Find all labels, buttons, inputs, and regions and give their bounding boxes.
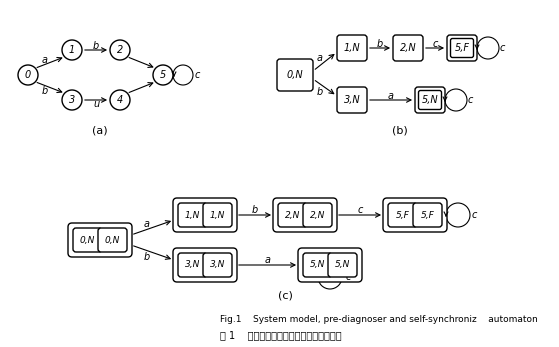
FancyBboxPatch shape	[303, 253, 332, 277]
Text: a: a	[144, 219, 149, 229]
Text: a: a	[42, 54, 48, 65]
Text: 5,F: 5,F	[396, 211, 409, 220]
Text: c: c	[432, 39, 438, 49]
Text: 3,N: 3,N	[185, 261, 200, 270]
Circle shape	[62, 40, 82, 60]
Text: 0,N: 0,N	[80, 236, 95, 245]
Text: c: c	[195, 70, 200, 80]
Text: 5,F: 5,F	[454, 43, 470, 53]
FancyBboxPatch shape	[451, 39, 473, 58]
Text: 5: 5	[160, 70, 166, 80]
Text: 图 1    系统模型、预诊断器和自同步自动机: 图 1 系统模型、预诊断器和自同步自动机	[220, 330, 342, 340]
FancyBboxPatch shape	[73, 228, 102, 252]
FancyBboxPatch shape	[447, 35, 477, 61]
Circle shape	[153, 65, 173, 85]
FancyBboxPatch shape	[337, 35, 367, 61]
Text: b: b	[317, 86, 323, 96]
FancyBboxPatch shape	[178, 203, 207, 227]
FancyBboxPatch shape	[388, 203, 417, 227]
Text: 3,N: 3,N	[344, 95, 361, 105]
Text: 1: 1	[69, 45, 75, 55]
Text: c: c	[500, 43, 505, 53]
FancyBboxPatch shape	[415, 87, 445, 113]
Text: 5,F: 5,F	[420, 211, 434, 220]
FancyBboxPatch shape	[173, 248, 237, 282]
Text: Fig.1    System model, pre-diagnoser and self-synchroniz    automaton: Fig.1 System model, pre-diagnoser and se…	[220, 315, 538, 324]
Text: b: b	[143, 252, 150, 262]
Text: u: u	[93, 99, 99, 109]
Text: 1,N: 1,N	[185, 211, 200, 220]
Text: c: c	[357, 205, 363, 215]
FancyBboxPatch shape	[328, 253, 357, 277]
Text: 1,N: 1,N	[344, 43, 361, 53]
Text: b: b	[377, 39, 383, 49]
Text: 0: 0	[25, 70, 31, 80]
Text: b: b	[93, 41, 99, 51]
Text: (c): (c)	[278, 290, 292, 300]
Text: 0,N: 0,N	[105, 236, 120, 245]
Text: a: a	[317, 52, 323, 62]
FancyBboxPatch shape	[178, 253, 207, 277]
Text: 2,N: 2,N	[310, 211, 325, 220]
FancyBboxPatch shape	[273, 198, 337, 232]
Text: (b): (b)	[392, 125, 408, 135]
FancyBboxPatch shape	[337, 87, 367, 113]
Text: 2,N: 2,N	[285, 211, 300, 220]
Text: c: c	[468, 95, 473, 105]
Text: 5,N: 5,N	[310, 261, 325, 270]
Text: 2: 2	[117, 45, 123, 55]
FancyBboxPatch shape	[173, 198, 237, 232]
FancyBboxPatch shape	[68, 223, 132, 257]
FancyBboxPatch shape	[278, 203, 307, 227]
FancyBboxPatch shape	[98, 228, 127, 252]
Text: 3,N: 3,N	[210, 261, 225, 270]
Text: (a): (a)	[92, 125, 108, 135]
Text: 5,N: 5,N	[421, 95, 438, 105]
Text: 4: 4	[117, 95, 123, 105]
FancyBboxPatch shape	[277, 59, 313, 91]
Text: 5,N: 5,N	[335, 261, 350, 270]
FancyBboxPatch shape	[203, 203, 232, 227]
Text: b: b	[42, 85, 48, 95]
Text: a: a	[264, 255, 271, 265]
FancyBboxPatch shape	[303, 203, 332, 227]
FancyBboxPatch shape	[393, 35, 423, 61]
Circle shape	[110, 90, 130, 110]
Text: c: c	[346, 272, 352, 282]
FancyBboxPatch shape	[419, 91, 442, 110]
FancyBboxPatch shape	[383, 198, 447, 232]
FancyBboxPatch shape	[413, 203, 442, 227]
Circle shape	[18, 65, 38, 85]
Circle shape	[110, 40, 130, 60]
Text: 1,N: 1,N	[210, 211, 225, 220]
FancyBboxPatch shape	[203, 253, 232, 277]
Circle shape	[62, 90, 82, 110]
Text: 0,N: 0,N	[287, 70, 304, 80]
Text: b: b	[252, 205, 258, 215]
Text: 3: 3	[69, 95, 75, 105]
Text: c: c	[472, 210, 477, 220]
Text: a: a	[388, 91, 394, 101]
Text: 2,N: 2,N	[400, 43, 416, 53]
FancyBboxPatch shape	[298, 248, 362, 282]
